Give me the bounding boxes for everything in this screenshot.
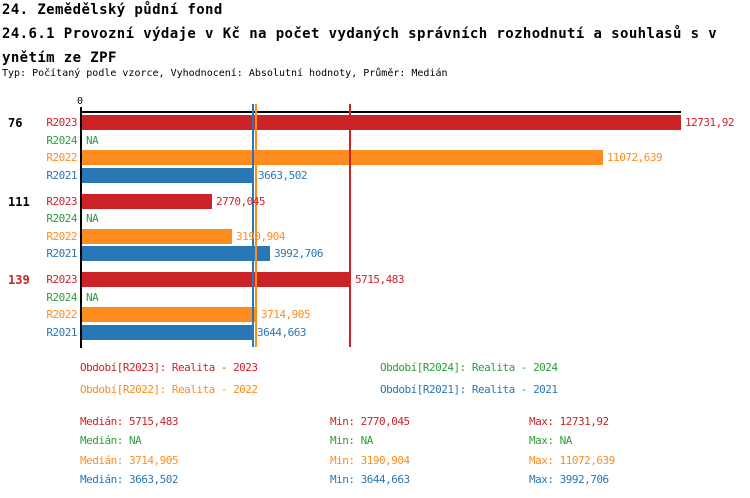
bar-value-label: 5715,483 [355,273,404,286]
bar-value-label: 3190,904 [236,230,285,243]
group-label: 76 [8,116,23,130]
bar-value-label: 12731,92 [685,116,734,129]
chart-subtitle: Typ: Počítaný podle vzorce, Vyhodnocení:… [2,68,448,79]
series-row-label: R2023 [46,195,77,208]
series-row-label: R2024 [46,212,77,225]
stat-median-r2023: Medián: 5715,483 [80,415,178,428]
chart-title-line2: ynětím ze ZPF [2,50,117,66]
stat-min-r2023: Min: 2770,045 [330,415,410,428]
bar-value-label: 3644,663 [257,326,306,339]
series-row-label: R2024 [46,291,77,304]
stat-median-r2024: Medián: NA [80,434,142,447]
legend-item-r2021: Období[R2021]: Realita - 2021 [380,383,558,396]
series-row-label: R2022 [46,230,77,243]
bar-r2023 [82,194,212,209]
bar-r2023 [82,272,351,287]
group-label: 111 [8,195,30,209]
legend-item-r2024: Období[R2024]: Realita - 2024 [380,361,558,374]
page-title: 24. Zemědělský půdní fond [2,2,223,18]
x-axis-zero-tick-label: 0 [77,96,84,107]
bar-r2021 [82,325,253,340]
stat-median-r2022: Medián: 3714,905 [80,454,178,467]
na-value-label: NA [86,212,99,225]
series-row-label: R2021 [46,247,77,260]
na-value-label: NA [86,134,99,147]
series-row-label: R2023 [46,273,77,286]
median-line-r2022 [255,104,257,347]
bar-r2022 [82,150,603,165]
legend-item-r2023: Období[R2023]: Realita - 2023 [80,361,258,374]
stat-max-r2023: Max: 12731,92 [529,415,609,428]
stat-max-r2024: Max: NA [529,434,572,447]
bar-value-label: 3992,706 [274,247,323,260]
bar-r2022 [82,229,232,244]
series-row-label: R2022 [46,308,77,321]
series-row-label: R2023 [46,116,77,129]
na-value-label: NA [86,291,99,304]
bar-value-label: 2770,045 [216,195,265,208]
bar-value-label: 3714,905 [261,308,310,321]
bar-r2022 [82,307,257,322]
median-line-r2023 [349,104,351,347]
series-row-label: R2022 [46,151,77,164]
bar-r2023 [82,115,681,130]
median-line-r2021 [252,104,254,347]
x-axis-line [80,111,681,113]
bar-value-label: 11072,639 [607,151,663,164]
series-row-label: R2021 [46,169,77,182]
stat-min-r2022: Min: 3190,904 [330,454,410,467]
y-axis-line [80,107,82,348]
chart-title-line1: 24.6.1 Provozní výdaje v Kč na počet vyd… [2,26,718,42]
bar-value-label: 3663,502 [258,169,307,182]
stat-min-r2021: Min: 3644,663 [330,473,410,486]
series-row-label: R2021 [46,326,77,339]
stat-median-r2021: Medián: 3663,502 [80,473,178,486]
stat-max-r2022: Max: 11072,639 [529,454,615,467]
stat-max-r2021: Max: 3992,706 [529,473,609,486]
group-label: 139 [8,273,30,287]
bar-r2021 [82,246,270,261]
series-row-label: R2024 [46,134,77,147]
stat-min-r2024: Min: NA [330,434,373,447]
legend-item-r2022: Období[R2022]: Realita - 2022 [80,383,258,396]
bar-r2021 [82,168,254,183]
